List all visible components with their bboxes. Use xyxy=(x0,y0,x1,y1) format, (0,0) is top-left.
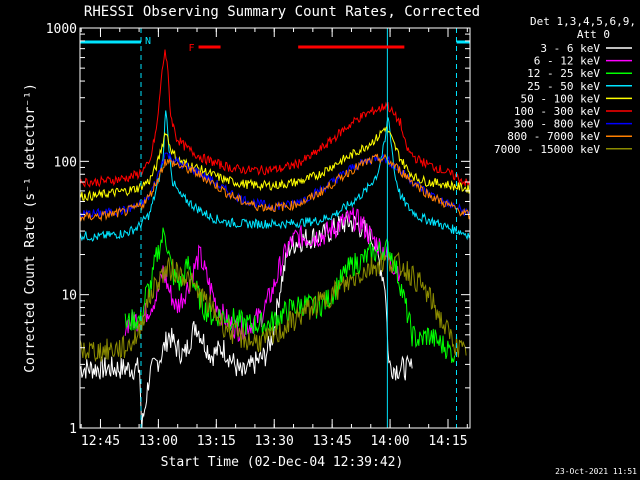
series-line-7 xyxy=(80,153,470,222)
series-line-1 xyxy=(124,207,401,343)
y-tick-label-1: 10 xyxy=(61,289,77,304)
y-tick-label-0: 1 xyxy=(69,422,77,437)
series-group xyxy=(80,49,470,428)
legend-label-2: 12 - 25 keV xyxy=(527,67,600,80)
legend-label-6: 300 - 800 keV xyxy=(514,118,600,131)
series-line-5 xyxy=(80,49,470,188)
series-line-2 xyxy=(124,227,456,364)
flag-label-f: F xyxy=(189,43,195,54)
chart-title: RHESSI Observing Summary Count Rates, Co… xyxy=(84,4,480,20)
y-axis-label: Corrected Count Rate (s⁻¹ detector⁻¹) xyxy=(23,83,38,373)
x-tick-label-0: 12:45 xyxy=(81,434,120,449)
x-tick-label-3: 13:30 xyxy=(255,434,294,449)
legend-label-3: 25 - 50 keV xyxy=(527,80,600,93)
x-tick-label-2: 13:15 xyxy=(197,434,236,449)
legend-label-4: 50 - 100 keV xyxy=(521,92,601,105)
x-tick-label-1: 13:00 xyxy=(139,434,178,449)
x-tick-label-6: 14:15 xyxy=(428,434,467,449)
legend-label-8: 7000 - 15000 keV xyxy=(494,143,600,156)
legend-header-line-2: Att 0 xyxy=(577,28,610,41)
x-tick-label-4: 13:45 xyxy=(313,434,352,449)
series-line-0 xyxy=(80,211,413,428)
series-line-8 xyxy=(80,251,467,363)
x-tick-label-5: 14:00 xyxy=(370,434,409,449)
x-axis-label: Start Time (02-Dec-04 12:39:42) xyxy=(161,455,404,470)
legend-label-1: 6 - 12 keV xyxy=(534,55,601,68)
y-tick-label-3: 1000 xyxy=(46,22,77,37)
series-line-4 xyxy=(80,125,470,201)
plot-area: NF xyxy=(80,28,470,428)
y-tick-label-2: 100 xyxy=(54,155,77,170)
flag-label-n: N xyxy=(145,36,151,47)
footer-timestamp: 23-Oct-2021 11:51 xyxy=(555,467,637,476)
plot-border xyxy=(79,27,471,429)
axes-frame xyxy=(79,27,471,429)
axis-ticks: 1 10 100 1000 12:45 13:00 13:15 13:30 13:45 14:00… xyxy=(46,22,470,449)
legend-header-line-1: Det 1,3,4,5,6,9, xyxy=(530,15,636,28)
series-line-3 xyxy=(80,110,470,242)
legend-label-7: 800 - 7000 keV xyxy=(507,130,600,143)
legend-label-5: 100 - 300 keV xyxy=(514,105,600,118)
legend-label-0: 3 - 6 keV xyxy=(540,42,600,55)
